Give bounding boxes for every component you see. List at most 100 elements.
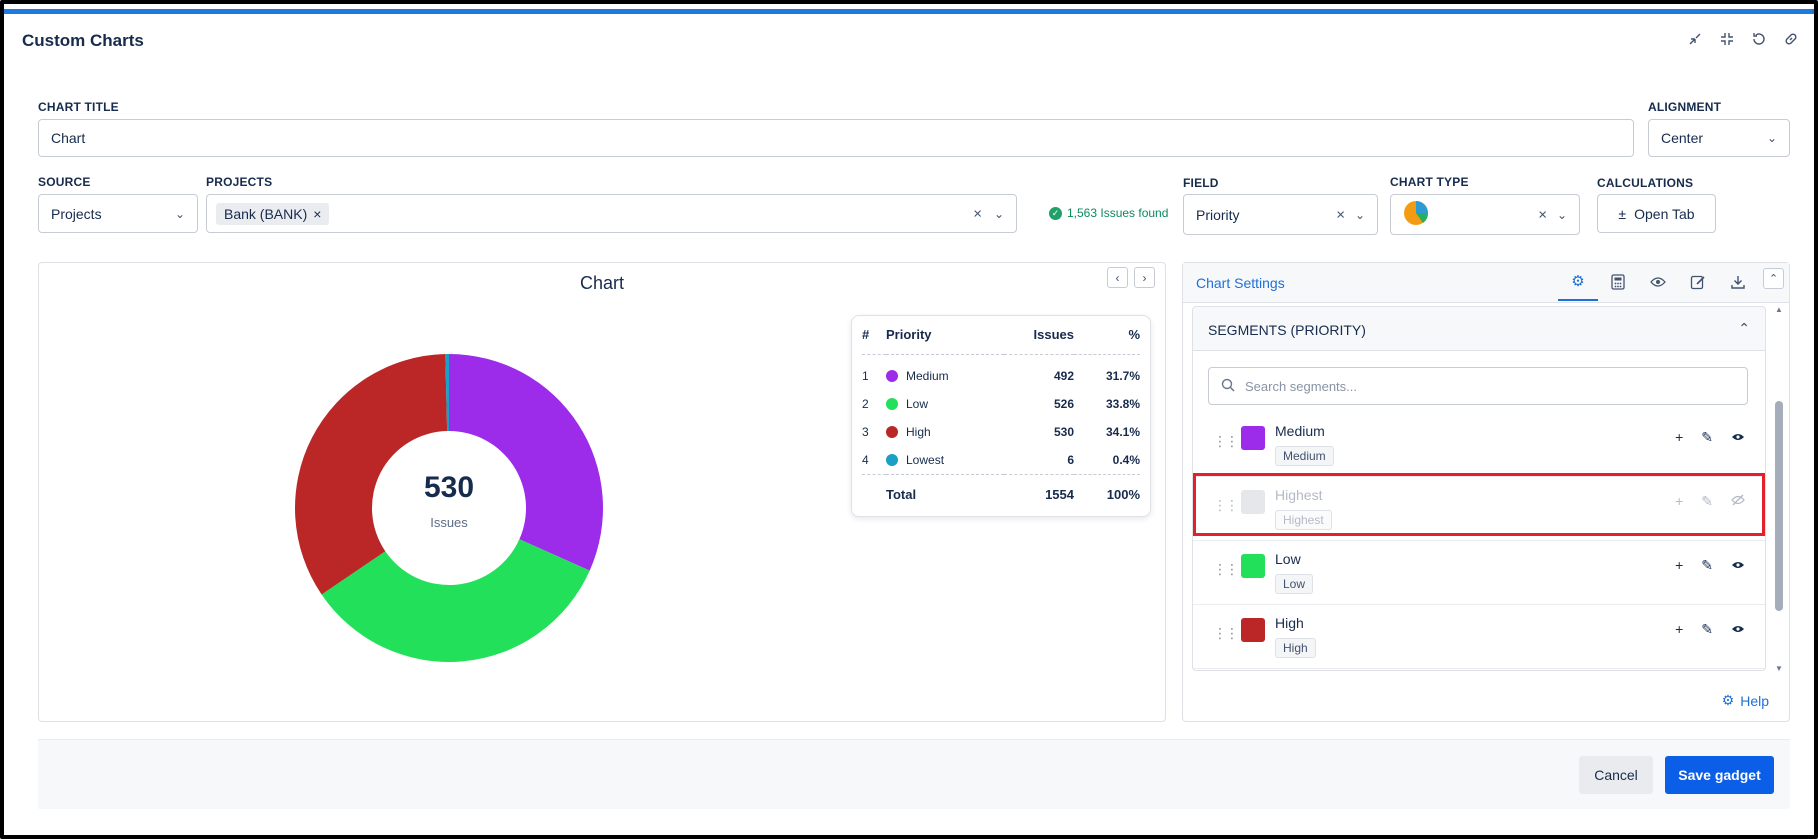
legend-name-cell: High <box>886 418 1004 446</box>
projects-select[interactable]: Bank (BANK) × × ⌄ <box>206 194 1017 233</box>
scroll-up-icon[interactable]: ▲ <box>1775 305 1783 314</box>
alignment-select[interactable]: Center ⌄ <box>1648 119 1790 157</box>
scroll-thumb[interactable] <box>1775 401 1783 611</box>
clear-icon[interactable]: × <box>973 205 982 222</box>
eye-icon[interactable] <box>1731 621 1745 638</box>
calculator-icon[interactable] <box>1598 263 1638 301</box>
header-actions <box>1686 30 1800 48</box>
donut-slice-low[interactable] <box>321 539 590 662</box>
segment-search-input[interactable]: Search segments... <box>1208 367 1748 405</box>
chevron-down-icon[interactable]: ⌄ <box>993 206 1004 221</box>
pencil-icon[interactable]: ✎ <box>1701 429 1713 445</box>
page-title: Custom Charts <box>22 31 144 50</box>
collapse-icon[interactable] <box>1718 30 1736 48</box>
segment-tag: High <box>1275 638 1316 658</box>
settings-header: Chart Settings ⚙ ⌃ <box>1183 263 1789 303</box>
legend-name: Low <box>906 397 929 411</box>
donut-slice-high[interactable] <box>295 354 448 595</box>
eye-icon[interactable] <box>1731 557 1745 574</box>
help-label: Help <box>1740 692 1769 709</box>
eye-off-icon[interactable] <box>1731 493 1745 510</box>
open-tab-button[interactable]: ± Open Tab <box>1597 194 1716 233</box>
legend-swatch <box>886 398 898 410</box>
drag-handle-icon[interactable]: ⋮⋮ <box>1213 433 1239 449</box>
add-icon[interactable]: + <box>1675 557 1684 573</box>
legend-name-cell: Lowest <box>886 446 1004 474</box>
help-link[interactable]: ⚙ Help <box>1722 692 1769 709</box>
donut-slice-lowest[interactable] <box>445 354 449 432</box>
gear-icon[interactable]: ⚙ <box>1558 263 1598 301</box>
segment-color-swatch[interactable] <box>1241 426 1265 450</box>
legend-swatch <box>886 370 898 383</box>
legend-row: 2 Low 526 33.8% <box>862 390 1140 418</box>
chevron-up-icon[interactable]: ⌃ <box>1738 320 1750 336</box>
segment-color-swatch[interactable] <box>1241 554 1265 578</box>
highlight-box <box>1193 473 1765 536</box>
legend-issues: 492 <box>1053 369 1074 384</box>
remove-chip-icon[interactable]: × <box>313 205 322 222</box>
segment-color-swatch[interactable] <box>1241 618 1265 642</box>
search-icon <box>1221 378 1235 395</box>
chevron-down-icon[interactable]: ⌄ <box>1354 207 1365 222</box>
link-icon[interactable] <box>1782 30 1800 48</box>
drag-handle-icon[interactable]: ⋮⋮ <box>1213 497 1239 513</box>
segment-color-swatch[interactable] <box>1241 490 1265 514</box>
save-gadget-button[interactable]: Save gadget <box>1665 756 1774 794</box>
legend-num: 1 <box>862 369 869 384</box>
alignment-label: ALIGNMENT <box>1648 100 1722 114</box>
field-value: Priority <box>1196 206 1240 223</box>
chart-title-input[interactable]: Chart <box>38 119 1634 157</box>
legend-issues: 526 <box>1053 397 1074 411</box>
legend-num: 2 <box>862 397 869 411</box>
pencil-icon[interactable]: ✎ <box>1701 557 1713 573</box>
segments-scrollbar[interactable]: ▲ ▼ <box>1774 305 1784 673</box>
clear-icon[interactable]: × <box>1336 206 1345 223</box>
donut-slice-medium[interactable] <box>449 354 603 571</box>
segments-title: SEGMENTS (PRIORITY) <box>1208 322 1366 338</box>
cancel-button[interactable]: Cancel <box>1579 756 1653 794</box>
scroll-down-icon[interactable]: ▼ <box>1775 664 1783 673</box>
check-circle-icon: ✓ <box>1049 206 1062 220</box>
pencil-icon[interactable]: ✎ <box>1701 621 1713 637</box>
eye-icon[interactable] <box>1638 263 1678 301</box>
segments-header[interactable]: SEGMENTS (PRIORITY) ⌃ <box>1193 307 1765 351</box>
legend-name: Lowest <box>906 452 945 467</box>
download-icon[interactable] <box>1718 263 1758 301</box>
legend-header-pct: % <box>1074 316 1140 355</box>
edit-icon[interactable] <box>1678 263 1718 301</box>
add-icon[interactable]: + <box>1675 621 1684 637</box>
legend-pct: 31.7% <box>1105 369 1140 384</box>
calculations-label: CALCULATIONS <box>1597 176 1694 190</box>
drag-handle-icon[interactable]: ⋮⋮ <box>1213 625 1239 641</box>
drag-handle-icon[interactable]: ⋮⋮ <box>1213 561 1239 577</box>
add-icon[interactable]: + <box>1675 429 1684 445</box>
segments-section: SEGMENTS (PRIORITY) ⌃ Search segments...… <box>1192 306 1766 671</box>
clear-icon[interactable]: × <box>1538 206 1547 223</box>
chevron-up-icon[interactable]: ⌃ <box>1763 268 1784 289</box>
add-icon[interactable]: + <box>1675 493 1684 509</box>
plus-minus-icon: ± <box>1618 205 1627 222</box>
donut-center-value: 530 <box>423 471 475 504</box>
chart-title-value: Chart <box>51 130 86 146</box>
source-select[interactable]: Projects ⌄ <box>38 194 198 233</box>
legend-row: 4 Lowest 6 0.4% <box>862 446 1140 474</box>
next-arrow-icon[interactable]: › <box>1134 267 1155 288</box>
eye-icon[interactable] <box>1731 429 1745 446</box>
segment-tag: Highest <box>1275 510 1332 530</box>
refresh-icon[interactable] <box>1750 30 1768 48</box>
legend-row: 3 High 530 34.1% <box>862 418 1140 446</box>
legend-header-issues: Issues <box>1004 316 1074 355</box>
issues-found-text: 1,563 Issues found <box>1067 206 1169 220</box>
field-select[interactable]: Priority × ⌄ <box>1183 194 1378 235</box>
chevron-down-icon[interactable]: ⌄ <box>1556 207 1567 222</box>
pencil-icon[interactable]: ✎ <box>1701 493 1713 509</box>
segment-row: ⋮⋮ Highest Highest + ✎ <box>1193 479 1765 541</box>
minimize-icon[interactable] <box>1686 30 1704 48</box>
field-label: FIELD <box>1183 176 1219 190</box>
legend-header-priority: Priority <box>886 316 1004 355</box>
legend-name: High <box>906 425 931 439</box>
legend-total-pct: 100% <box>1074 473 1140 514</box>
legend-pct: 0.4% <box>1112 452 1140 467</box>
prev-arrow-icon[interactable]: ‹ <box>1107 267 1128 288</box>
chart-type-select[interactable]: × ⌄ <box>1390 194 1580 235</box>
